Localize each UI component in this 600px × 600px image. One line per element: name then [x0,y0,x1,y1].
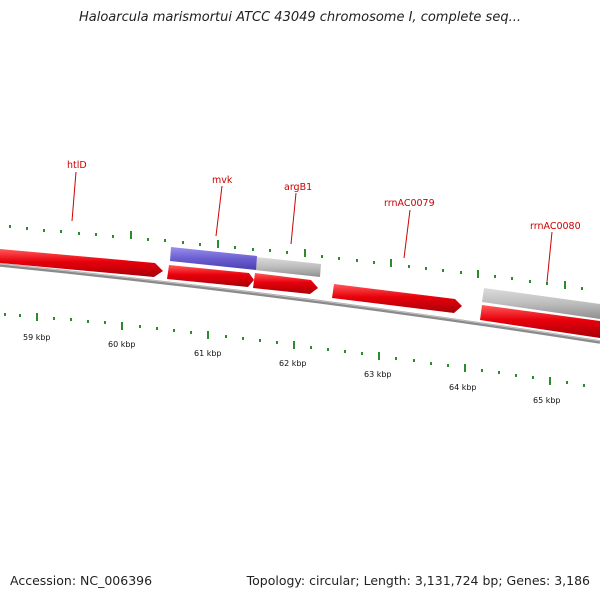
accession-text: Accession: NC_006396 [10,573,153,588]
gene-feature-gray-1[interactable] [255,257,321,277]
gene-arrow-rrnAC0079[interactable] [332,284,462,313]
gene-label-mvk[interactable]: mvk [212,175,233,186]
gene-arrow-2[interactable] [167,265,254,287]
scale-label-65kbp: 65 kbp [533,396,561,405]
lower-scale-ticks [4,313,585,387]
gene-feature-gray-2[interactable] [482,288,600,319]
gene-arrow-argB1[interactable] [253,273,318,294]
genome-backbone [0,263,600,344]
label-leader-lines [71,171,553,283]
upper-scale-ticks [9,225,583,290]
scale-label-64kbp: 64 kbp [449,383,477,392]
sequence-title: Haloarcula marismortui ATCC 43049 chromo… [79,10,521,25]
gene-label-argB1[interactable]: argB1 [284,182,312,193]
gene-feature-mvk[interactable] [170,247,257,270]
scale-label-60kbp: 60 kbp [108,340,136,349]
gene-arrow-rrnAC0080[interactable] [480,305,600,338]
gene-labels: htlD mvk argB1 rrnAC0079 rrnAC0080 [67,160,581,232]
sequence-summary-text: Topology: circular; Length: 3,131,724 bp… [246,573,590,588]
gene-label-rrnAC0079[interactable]: rrnAC0079 [384,198,435,209]
scale-label-61kbp: 61 kbp [194,349,222,358]
scale-label-63kbp: 63 kbp [364,370,392,379]
scale-labels: 59 kbp 60 kbp 61 kbp 62 kbp 63 kbp 64 kb… [23,333,561,405]
gene-label-htlD[interactable]: htlD [67,160,87,171]
gene-label-rrnAC0080[interactable]: rrnAC0080 [530,221,581,232]
gene-arrow-htlD[interactable] [0,249,163,277]
scale-label-59kbp: 59 kbp [23,333,51,342]
scale-label-62kbp: 62 kbp [279,359,307,368]
